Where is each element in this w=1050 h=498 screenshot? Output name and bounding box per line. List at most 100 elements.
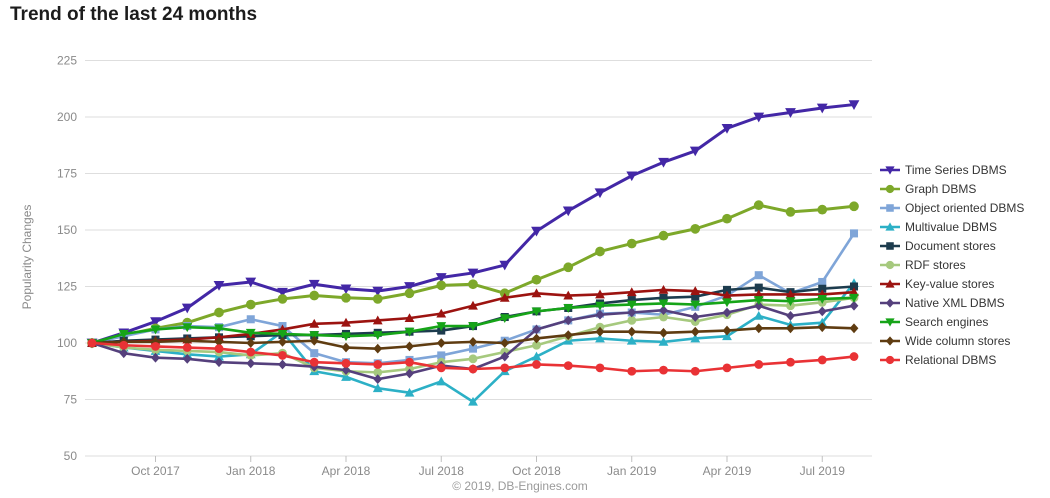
- data-point-marker-icon: [277, 330, 288, 339]
- data-point-marker-icon: [214, 357, 224, 368]
- data-point-marker-icon: [753, 296, 764, 305]
- legend-item-time-series-dbms[interactable]: Time Series DBMS: [880, 164, 1024, 176]
- chart-legend: Time Series DBMS Graph DBMS Object oriente…: [880, 164, 1024, 373]
- data-point-marker-icon: [468, 322, 478, 331]
- legend-item-label: Document stores: [905, 239, 996, 253]
- legend-item-wide-column-stores[interactable]: Wide column stores: [880, 335, 1024, 347]
- legend-marker-glyph-icon: [885, 355, 895, 365]
- data-point-marker-icon: [786, 310, 795, 321]
- data-point-marker-icon: [659, 327, 668, 338]
- data-point-marker-icon: [405, 357, 414, 367]
- y-tick-label: 200: [57, 110, 77, 124]
- data-point-marker-icon: [690, 286, 701, 295]
- legend-item-rdf-stores[interactable]: RDF stores: [880, 259, 1024, 271]
- data-point-marker-icon: [499, 314, 510, 324]
- data-point-marker-icon: [341, 342, 351, 353]
- data-point-marker-icon: [722, 285, 732, 294]
- data-point-marker-icon: [341, 358, 351, 368]
- data-point-marker-icon: [595, 363, 605, 373]
- data-point-marker-icon: [562, 206, 574, 217]
- legend-item-document-stores[interactable]: Document stores: [880, 240, 1024, 252]
- data-point-marker-icon: [753, 310, 764, 320]
- data-point-marker-icon: [786, 323, 795, 334]
- legend-item-multivalue-dbms[interactable]: Multivalue DBMS: [880, 221, 1024, 233]
- data-point-marker-icon: [341, 372, 351, 381]
- data-point-marker-icon: [404, 387, 415, 397]
- legend-marker-icon: [880, 260, 900, 270]
- legend-item-label: Object oriented DBMS: [905, 201, 1025, 215]
- data-point-marker-icon: [563, 361, 573, 371]
- legend-marker-icon: [880, 336, 900, 346]
- data-point-marker-icon: [753, 200, 764, 210]
- legend-item-graph-dbms[interactable]: Graph DBMS: [880, 183, 1024, 195]
- legend-item-search-engines[interactable]: Search engines: [880, 316, 1024, 328]
- data-point-marker-icon: [785, 207, 796, 217]
- data-point-marker-icon: [754, 283, 763, 292]
- series-search-engines[interactable]: [87, 293, 859, 348]
- series-multivalue-dbms[interactable]: [87, 278, 859, 406]
- data-point-marker-icon: [626, 238, 637, 249]
- data-point-marker-icon: [690, 312, 700, 322]
- legend-item-object-oriented-dbms[interactable]: Object oriented DBMS: [880, 202, 1024, 214]
- data-point-marker-icon: [849, 300, 859, 311]
- data-point-marker-icon: [722, 290, 732, 300]
- data-point-marker-icon: [817, 306, 827, 317]
- data-point-marker-icon: [626, 287, 637, 297]
- data-point-marker-icon: [658, 336, 669, 346]
- data-point-marker-icon: [595, 246, 605, 257]
- legend-marker-icon: [880, 242, 900, 250]
- data-point-marker-icon: [309, 357, 319, 367]
- data-point-marker-icon: [627, 296, 636, 305]
- data-point-marker-icon: [182, 343, 192, 352]
- legend-item-key-value-stores[interactable]: Key-value stores: [880, 278, 1024, 290]
- data-point-marker-icon: [468, 300, 478, 310]
- data-point-marker-icon: [214, 332, 224, 342]
- legend-item-label: Graph DBMS: [905, 182, 977, 196]
- data-point-marker-icon: [754, 271, 763, 280]
- data-point-marker-icon: [500, 351, 510, 362]
- data-point-marker-icon: [658, 230, 669, 241]
- data-point-marker-icon: [785, 297, 796, 307]
- legend-item-label: Time Series DBMS: [905, 163, 1007, 177]
- data-point-marker-icon: [849, 201, 859, 212]
- data-point-marker-icon: [595, 326, 605, 337]
- legend-item-native-xml-dbms[interactable]: Native XML DBMS: [880, 297, 1024, 309]
- legend-item-label: Relational DBMS: [905, 353, 997, 367]
- y-tick-label: 225: [57, 54, 77, 68]
- data-point-marker-icon: [341, 365, 351, 376]
- data-point-marker-icon: [595, 309, 605, 320]
- data-point-marker-icon: [721, 123, 733, 134]
- data-point-marker-icon: [818, 277, 827, 286]
- data-point-marker-icon: [689, 146, 701, 157]
- data-point-marker-icon: [563, 304, 574, 313]
- legend-marker-glyph-icon: [885, 166, 895, 175]
- data-point-marker-icon: [404, 288, 415, 299]
- data-point-marker-icon: [690, 224, 701, 234]
- data-point-marker-icon: [436, 338, 446, 348]
- data-point-marker-icon: [658, 299, 669, 309]
- data-point-marker-icon: [151, 336, 160, 347]
- data-point-marker-icon: [754, 360, 764, 369]
- data-point-marker-icon: [690, 326, 700, 337]
- data-point-marker-icon: [499, 260, 511, 271]
- series-relational-dbms[interactable]: [87, 338, 859, 376]
- legend-item-label: RDF stores: [905, 258, 966, 272]
- data-point-marker-icon: [627, 326, 637, 337]
- legend-item-relational-dbms[interactable]: Relational DBMS: [880, 354, 1024, 366]
- data-point-marker-icon: [563, 315, 573, 326]
- legend-item-label: Multivalue DBMS: [905, 220, 998, 234]
- series-time-series-dbms[interactable]: [86, 100, 860, 349]
- data-point-marker-icon: [753, 112, 765, 123]
- data-point-marker-icon: [404, 313, 415, 323]
- data-point-marker-icon: [532, 360, 541, 369]
- data-point-marker-icon: [658, 157, 669, 168]
- legend-marker-icon: [880, 279, 900, 288]
- data-point-marker-icon: [818, 284, 827, 293]
- data-point-marker-icon: [373, 360, 383, 369]
- series-wide-column-stores[interactable]: [87, 322, 859, 354]
- y-tick-label: 125: [57, 280, 77, 294]
- data-point-marker-icon: [817, 204, 828, 215]
- data-point-marker-icon: [182, 335, 192, 346]
